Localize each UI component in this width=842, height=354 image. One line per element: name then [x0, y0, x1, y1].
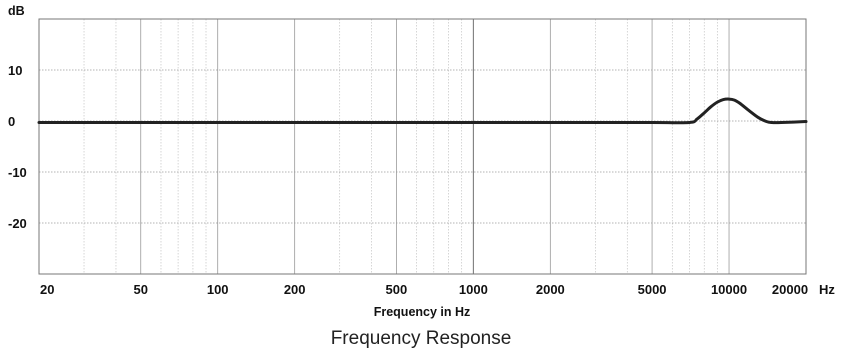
y-tick-label: 10 — [8, 63, 22, 78]
y-tick-labels: 10 0 -10 -20 — [8, 63, 27, 231]
major-gridlines — [39, 19, 806, 274]
x-tick-label: 5000 — [638, 282, 667, 297]
y-tick-label: -10 — [8, 165, 27, 180]
x-tick-label: 1000 — [459, 282, 488, 297]
y-tick-label: -20 — [8, 216, 27, 231]
x-unit-label: Hz — [819, 282, 835, 297]
x-tick-labels: 20 50 100 200 500 1000 2000 5000 10000 20000 — [40, 282, 808, 297]
x-tick-label: 20 — [40, 282, 54, 297]
plot-frame — [38, 18, 807, 275]
frequency-response-line — [37, 97, 808, 125]
minor-gridlines — [83, 19, 718, 274]
x-tick-label: 2000 — [536, 282, 565, 297]
series-layer — [37, 97, 808, 125]
x-tick-label: 50 — [134, 282, 148, 297]
chart-caption: Frequency Response — [330, 328, 512, 349]
y-axis-label: dB — [8, 4, 25, 18]
x-axis-title: Frequency in Hz — [374, 305, 471, 319]
x-tick-label: 10000 — [711, 282, 747, 297]
x-tick-label: 20000 — [772, 282, 808, 297]
x-tick-label: 200 — [284, 282, 306, 297]
x-tick-label: 500 — [386, 282, 408, 297]
x-tick-label: 100 — [207, 282, 229, 297]
y-tick-label: 0 — [8, 114, 15, 129]
